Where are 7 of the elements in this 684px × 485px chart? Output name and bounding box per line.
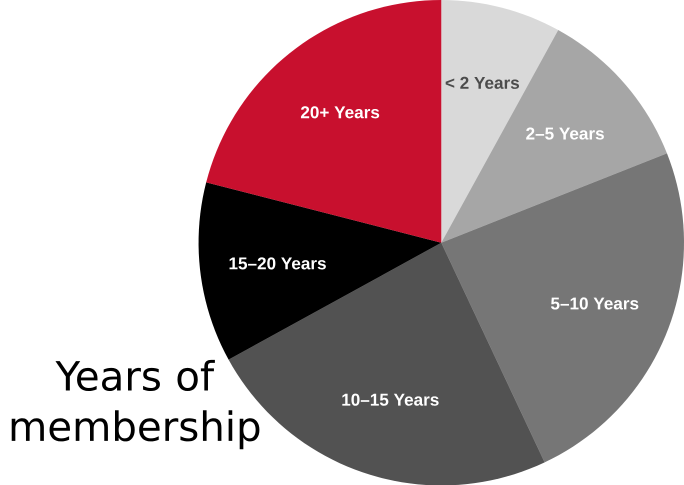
slice-label: 15–20 Years [230,257,326,270]
text: Years of membership [12,360,260,450]
slice-label: 5–10 Years [550,297,638,310]
slice-label: 2–5 Years [526,127,604,140]
slice-label: < 2 Years [446,76,520,89]
slice-label: 10–15 Years [342,393,439,406]
slice-label: 20+ Years [300,106,380,118]
